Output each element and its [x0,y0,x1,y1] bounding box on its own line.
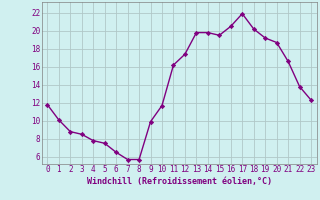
X-axis label: Windchill (Refroidissement éolien,°C): Windchill (Refroidissement éolien,°C) [87,177,272,186]
